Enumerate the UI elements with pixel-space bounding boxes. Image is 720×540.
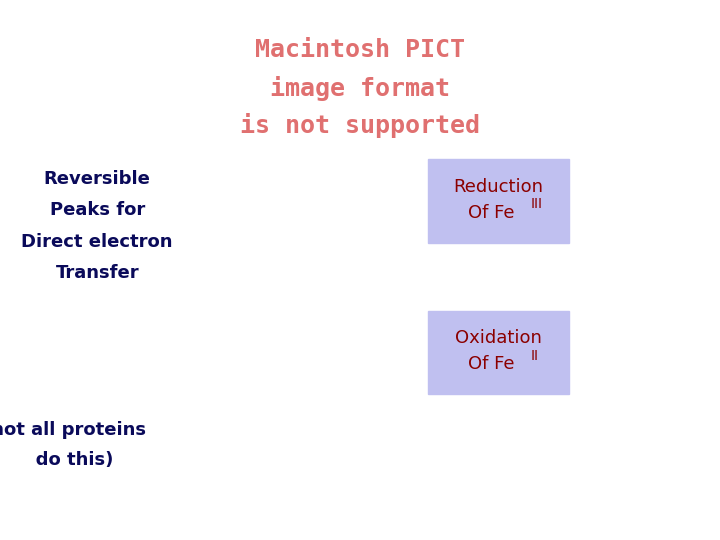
- Text: Reduction: Reduction: [454, 178, 544, 195]
- Text: (not all proteins: (not all proteins: [0, 421, 146, 439]
- Text: image format: image format: [270, 76, 450, 100]
- Text: Of Fe: Of Fe: [468, 204, 515, 222]
- Text: Oxidation: Oxidation: [455, 329, 542, 347]
- FancyBboxPatch shape: [428, 310, 569, 394]
- Text: Transfer: Transfer: [55, 264, 139, 282]
- Text: II: II: [531, 349, 539, 362]
- Text: Direct electron: Direct electron: [22, 233, 173, 251]
- Text: Peaks for: Peaks for: [50, 201, 145, 219]
- Text: do this): do this): [17, 451, 113, 469]
- Text: Reversible: Reversible: [44, 170, 150, 188]
- Text: Macintosh PICT: Macintosh PICT: [255, 38, 465, 62]
- Text: Of Fe: Of Fe: [468, 355, 515, 373]
- Text: is not supported: is not supported: [240, 113, 480, 138]
- FancyBboxPatch shape: [428, 159, 569, 243]
- Text: III: III: [531, 197, 543, 211]
